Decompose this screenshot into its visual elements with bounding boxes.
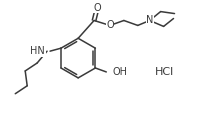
Text: O: O <box>106 20 113 30</box>
Text: N: N <box>145 15 153 26</box>
Text: HCl: HCl <box>154 67 173 77</box>
Text: HN: HN <box>30 46 45 56</box>
Text: OH: OH <box>112 67 127 77</box>
Text: O: O <box>93 3 100 13</box>
